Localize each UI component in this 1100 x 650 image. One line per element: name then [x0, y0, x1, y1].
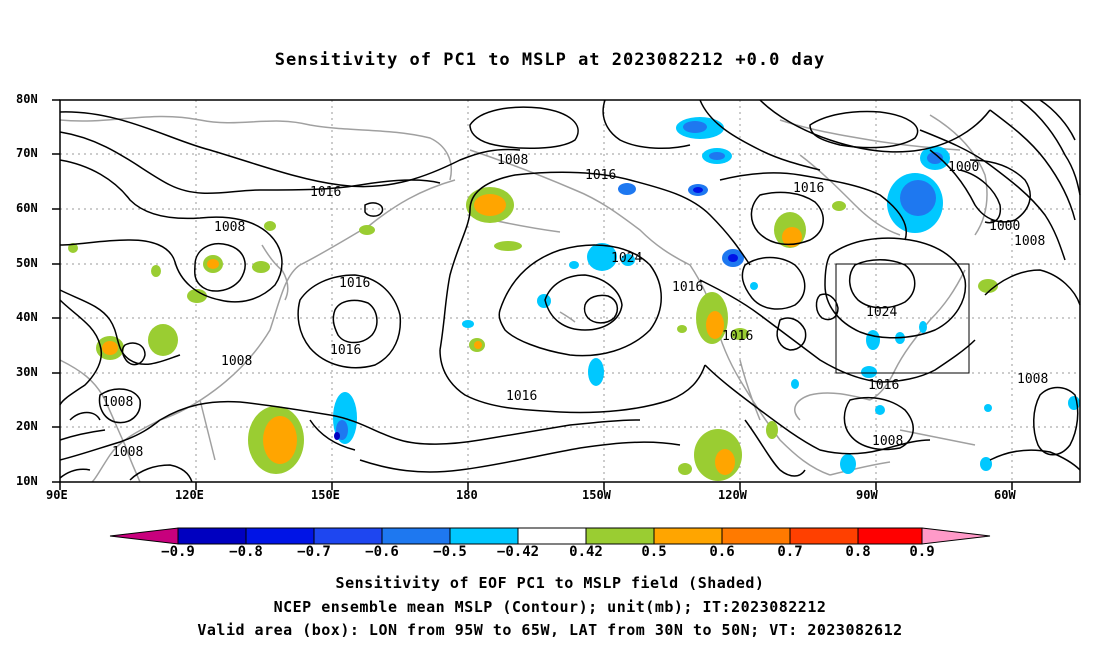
contour-label: 1016 [722, 329, 753, 344]
colorbar-label: 0.5 [641, 544, 667, 560]
colorbar-label: −0.6 [365, 544, 399, 560]
caption-line-3: Valid area (box): LON from 95W to 65W, L… [197, 621, 903, 639]
contour-label: 1008 [112, 445, 143, 460]
lat-label: 20N [16, 419, 38, 433]
lon-label: 60W [994, 488, 1016, 502]
contour-label: 1008 [1017, 372, 1048, 387]
contour-label: 1016 [330, 343, 361, 358]
caption-line-2: NCEP ensemble mean MSLP (Contour); unit(… [273, 598, 827, 616]
contour-label: 1016 [339, 276, 370, 291]
contour-label: 1016 [585, 168, 616, 183]
contour-label: 1008 [497, 153, 528, 168]
contour-label: 1024 [866, 305, 897, 320]
contour-label: 1016 [672, 280, 703, 295]
map-title: Sensitivity of PC1 to MSLP at 2023082212… [274, 50, 826, 70]
colorbar-label: 0.7 [777, 544, 803, 560]
colorbar-label: −0.9 [161, 544, 195, 560]
lon-label: 150E [311, 488, 340, 502]
colorbar-label: 0.42 [569, 544, 603, 560]
lon-label: 180 [456, 488, 478, 502]
lat-label: 70N [16, 146, 38, 160]
colorbar-segment [381, 527, 451, 545]
lat-label: 40N [16, 310, 38, 324]
colorbar-segment [789, 527, 859, 545]
coast-east-asia [91, 179, 456, 483]
colorbar-segment [517, 527, 587, 545]
colorbar-label: −0.5 [433, 544, 467, 560]
colorbar-segment [449, 527, 519, 545]
contour-label: 1016 [868, 378, 899, 393]
colorbar-end-low [109, 527, 179, 545]
contour-label: 1000 [948, 160, 979, 175]
coast-caribbean [899, 429, 976, 446]
coast-asia-north [59, 115, 452, 181]
colorbar-label: −0.8 [229, 544, 263, 560]
lat-label: 80N [16, 92, 38, 106]
contour-label: 1016 [793, 181, 824, 196]
lon-label: 90E [46, 488, 68, 502]
coast-philippines [199, 399, 216, 461]
coast-gulf [794, 392, 871, 421]
coast-greenland [929, 114, 988, 236]
colorbar-segment [585, 527, 655, 545]
map-frame [59, 99, 1081, 483]
colorbar-label: 0.8 [845, 544, 871, 560]
lon-label: 120W [718, 488, 747, 502]
caption-line-1: Sensitivity of EOF PC1 to MSLP field (Sh… [335, 574, 765, 592]
coast-us-east [869, 269, 966, 401]
valid-area-box [835, 263, 970, 374]
axis-ticks [52, 99, 1013, 490]
colorbar-segment [857, 527, 923, 545]
contour-labels: 1008 1016 1008 1016 1024 1016 1016 1016 … [102, 153, 1048, 460]
colorbar-segment [245, 527, 315, 545]
lat-label: 60N [16, 201, 38, 215]
coast-hawaii [559, 311, 576, 323]
coast-central-america [829, 461, 891, 476]
lat-label: 10N [16, 474, 38, 488]
colorbar-label: 0.6 [709, 544, 735, 560]
lon-label: 150W [582, 488, 611, 502]
lon-label: 120E [175, 488, 204, 502]
colorbar [109, 527, 991, 545]
colorbar-label: −0.42 [496, 544, 540, 560]
coast-baja [739, 359, 761, 421]
contour-label: 1024 [611, 251, 642, 266]
lat-label: 50N [16, 256, 38, 270]
colorbar-segment [653, 527, 723, 545]
colorbar-label: 0.9 [909, 544, 935, 560]
positive-shading [68, 187, 998, 481]
colorbar-segment [313, 527, 383, 545]
map-plot-area: 1008 1016 1008 1016 1024 1016 1016 1016 … [52, 99, 1081, 490]
colorbar-segment [177, 527, 247, 545]
lon-label: 90W [856, 488, 878, 502]
contour-label: 1016 [506, 389, 537, 404]
lat-label: 30N [16, 365, 38, 379]
contour-label: 1008 [102, 395, 133, 410]
colorbar-end-high [921, 527, 991, 545]
coast-alaska [469, 149, 691, 266]
contour-label: 1008 [1014, 234, 1045, 249]
mslp-contours [59, 99, 1081, 483]
colorbar-segment [721, 527, 791, 545]
contour-label: 1016 [310, 185, 341, 200]
colorbar-label: −0.7 [297, 544, 331, 560]
contour-label: 1008 [872, 434, 903, 449]
contour-label: 1008 [221, 354, 252, 369]
contour-label: 1008 [214, 220, 245, 235]
contour-label: 1000 [989, 219, 1020, 234]
